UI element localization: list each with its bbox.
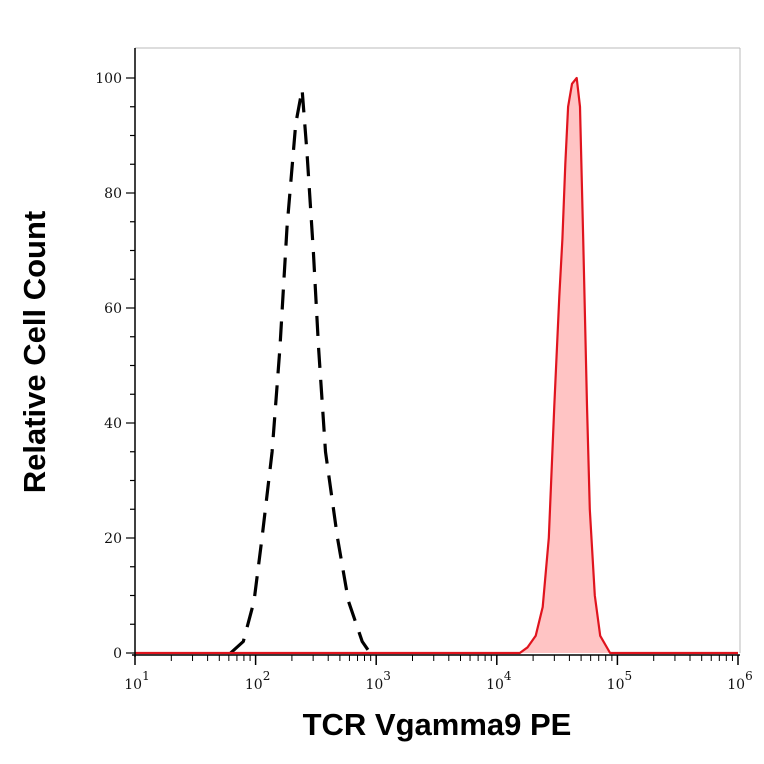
- series-0-line: [229, 87, 372, 655]
- axes: 0 20 40 60 80 100 101 102 103 104 105 106: [95, 48, 753, 693]
- x-tick-label: 103: [365, 669, 390, 693]
- y-tick-label: 80: [104, 186, 122, 202]
- y-tick-label: 100: [95, 71, 122, 87]
- x-tick-label: 104: [486, 669, 512, 693]
- y-axis-title: Relative Cell Count: [17, 211, 52, 494]
- x-tick-label: 101: [124, 669, 149, 693]
- y-tick-label: 60: [104, 301, 122, 317]
- x-tick-label: 106: [727, 669, 752, 693]
- series-1-line: [135, 76, 738, 655]
- x-axis-title: TCR Vgamma9 PE: [303, 707, 572, 742]
- x-tick-label: 105: [607, 669, 632, 693]
- series-layer: [135, 76, 738, 655]
- x-tick-label: 102: [245, 669, 270, 693]
- y-tick-label: 40: [104, 416, 122, 432]
- y-tick-label: 20: [104, 531, 122, 547]
- plot-frame: [135, 47, 741, 653]
- y-tick-label: 0: [113, 646, 122, 662]
- series-1-fill: [135, 78, 738, 653]
